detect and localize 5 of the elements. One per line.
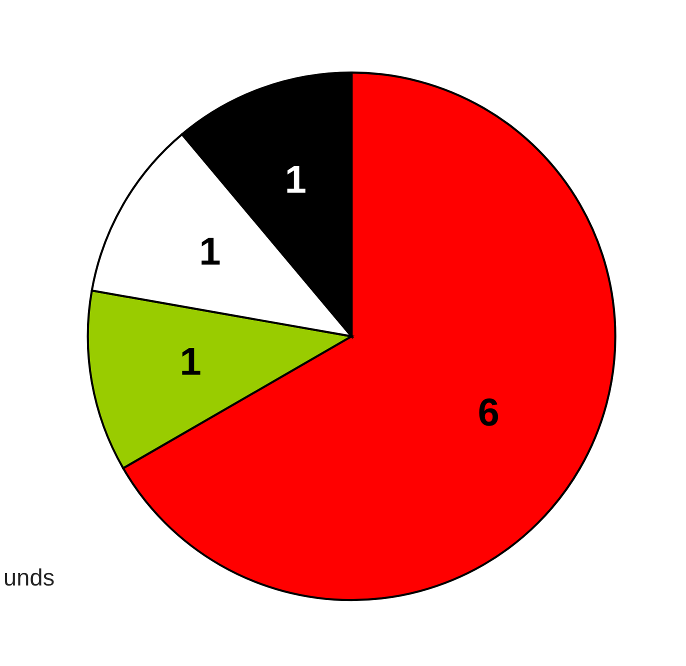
data-label: 1: [182, 348, 200, 375]
text: unds: [4, 568, 54, 586]
data-label: 1: [287, 166, 306, 193]
data-label: 6: [479, 398, 498, 426]
data-label: 1: [202, 238, 220, 265]
